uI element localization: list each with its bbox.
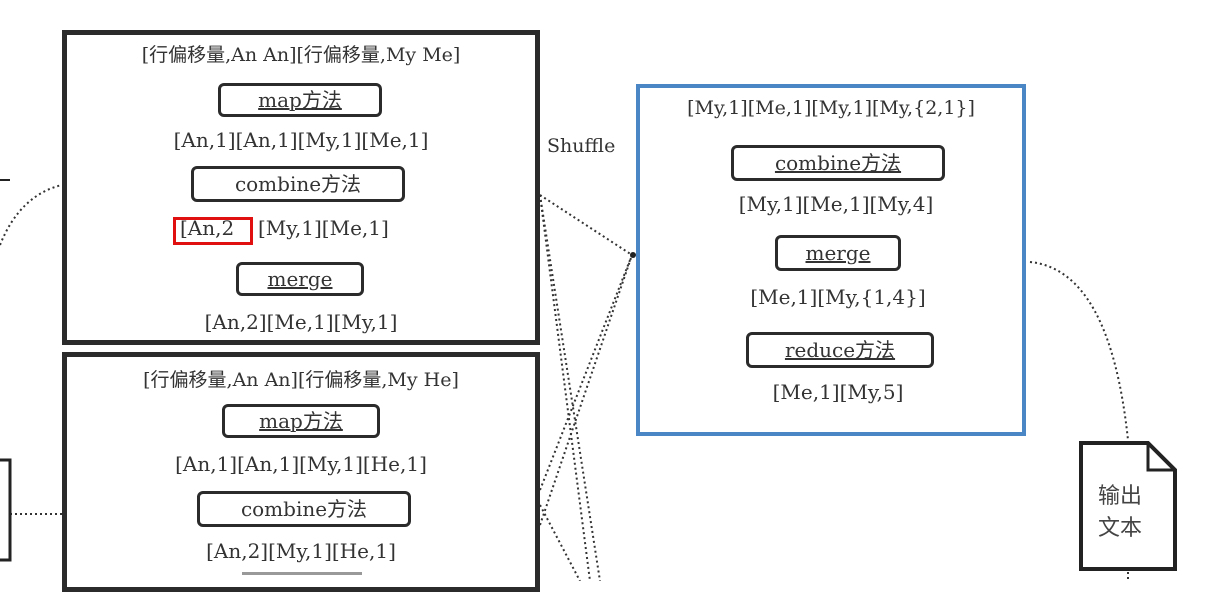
reducer-merge-output: [Me,1][My,{1,4}]: [750, 285, 926, 309]
mapper2-map-button[interactable]: map方法: [222, 404, 380, 438]
shuffle-line-4: [539, 254, 633, 491]
mapper1-combine-label: combine方法: [234, 172, 362, 196]
shuffle-line-3: [539, 194, 601, 581]
reducer-merge-label: merge: [805, 241, 871, 265]
mapper1-merge-label: merge: [267, 267, 333, 291]
mapper2-map-label: map方法: [259, 409, 343, 433]
mapper2-input: [行偏移量,An An][行偏移量,My He]: [143, 369, 459, 391]
reducer-combine-button[interactable]: combine方法: [731, 145, 945, 181]
mapper-box-2: [62, 352, 540, 592]
mapper1-map-output: [An,1][An,1][My,1][Me,1]: [173, 128, 429, 152]
mapper1-merge-button[interactable]: merge: [236, 262, 364, 296]
mapper1-map-button[interactable]: map方法: [218, 83, 382, 117]
reducer-combine-label: combine方法: [774, 151, 902, 175]
reducer-reduce-output: [Me,1][My,5]: [772, 380, 904, 404]
mapper2-next-box-stub: [242, 572, 362, 585]
mapper1-combine-button[interactable]: combine方法: [191, 166, 405, 202]
output-curve: [1029, 261, 1129, 441]
output-doc-line2: 文本: [1098, 516, 1143, 541]
mapper1-input: [行偏移量,An An][行偏移量,My Me]: [141, 44, 461, 66]
mapper1-combine-output-rest: [My,1][Me,1]: [258, 216, 389, 240]
shuffle-line-1: [539, 194, 633, 256]
mapper1-merge-output: [An,2][Me,1][My,1]: [204, 310, 398, 334]
mapper1-map-label: map方法: [258, 88, 342, 112]
reducer-input: [My,1][Me,1][My,1][My,{2,1}]: [687, 97, 975, 119]
mapper1-combine-output-highlight: [An,2: [180, 216, 235, 240]
highlight-box: [173, 217, 253, 245]
shuffle-label: Shuffle: [547, 135, 616, 157]
mapper2-combine-label: combine方法: [240, 497, 368, 521]
mapper2-combine-button[interactable]: combine方法: [197, 491, 411, 527]
reducer-reduce-label: reduce方法: [784, 338, 896, 362]
mapper2-map-output: [An,1][An,1][My,1][He,1]: [175, 452, 427, 476]
shuffle-line-6: [539, 504, 581, 581]
shuffle-line-2: [539, 194, 591, 581]
mapper2-combine-output: [An,2][My,1][He,1]: [206, 539, 396, 563]
output-document-icon: 输出 文本: [1078, 440, 1178, 572]
reducer-combine-output: [My,1][Me,1][My,4]: [738, 192, 934, 216]
output-doc-line1: 输出: [1098, 484, 1143, 509]
reducer-reduce-button[interactable]: reduce方法: [746, 332, 934, 368]
reducer-merge-button[interactable]: merge: [775, 235, 901, 271]
input-curve-1: [0, 184, 63, 246]
input-doc-stub: [0, 458, 12, 562]
